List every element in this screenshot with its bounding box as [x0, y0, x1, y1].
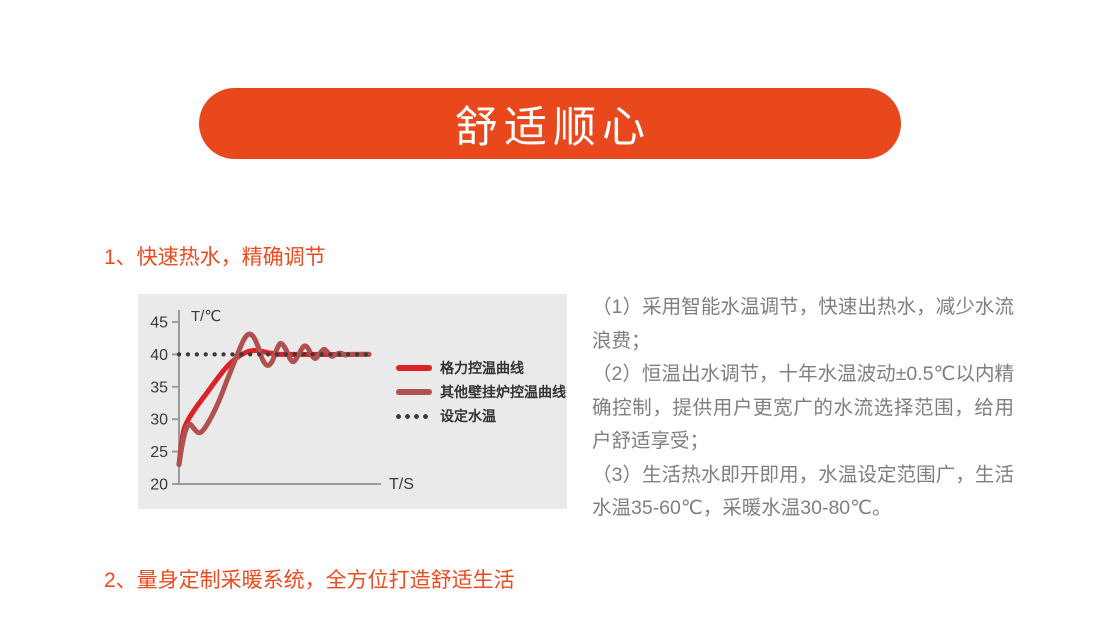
- svg-text:35: 35: [150, 379, 168, 396]
- svg-text:40: 40: [150, 347, 168, 364]
- legend-item-other-boiler-curve: 其他壁挂炉控温曲线: [396, 383, 566, 401]
- temperature-chart-panel: 20 25 30 35 40 45 T/℃ T/S 格力控温曲线 其他壁挂炉控温曲线 设定水温: [138, 294, 567, 509]
- chart-legend: 格力控温曲线 其他壁挂炉控温曲线 设定水温: [396, 359, 566, 425]
- svg-text:20: 20: [150, 477, 168, 494]
- temperature-chart-svg: 20 25 30 35 40 45 T/℃ T/S: [150, 308, 414, 494]
- legend-swatch-other-boiler-line: [396, 389, 432, 395]
- legend-label: 其他壁挂炉控温曲线: [440, 384, 566, 400]
- page-title: 舒适顺心: [455, 103, 651, 152]
- title-banner: 舒适顺心: [199, 88, 901, 159]
- feature-description-block: （1）采用智能水温调节，快速出热水，减少水流浪费； （2）恒温出水调节，十年水温…: [592, 291, 1014, 526]
- feature-point-3: （3）生活热水即开即用，水温设定范围广，生活水温35-60℃，采暖水温30-80…: [592, 463, 1014, 520]
- legend-label: 设定水温: [440, 408, 496, 424]
- x-axis-label: T/S: [389, 476, 414, 493]
- svg-text:25: 25: [150, 444, 168, 461]
- section-heading-1: 1、快速热水，精确调节: [104, 246, 326, 269]
- section-heading-2: 2、量身定制采暖系统，全方位打造舒适生活: [104, 569, 515, 592]
- legend-item-set-temperature: 设定水温: [396, 407, 566, 425]
- legend-item-gree-curve: 格力控温曲线: [396, 359, 566, 377]
- y-axis-label: T/℃: [191, 308, 221, 325]
- svg-text:45: 45: [150, 315, 168, 332]
- curve-0: [176, 348, 372, 468]
- legend-swatch-gree-line: [396, 365, 432, 371]
- legend-swatch-dotted-line: [396, 413, 432, 419]
- legend-label: 格力控温曲线: [440, 360, 524, 376]
- curve-1: [176, 331, 372, 468]
- feature-point-1: （1）采用智能水温调节，快速出热水，减少水流浪费；: [592, 296, 1014, 352]
- svg-text:30: 30: [150, 412, 168, 429]
- feature-point-2: （2）恒温出水调节，十年水温波动±0.5℃以内精确控制，提供用户更宽广的水流选择…: [592, 363, 1014, 452]
